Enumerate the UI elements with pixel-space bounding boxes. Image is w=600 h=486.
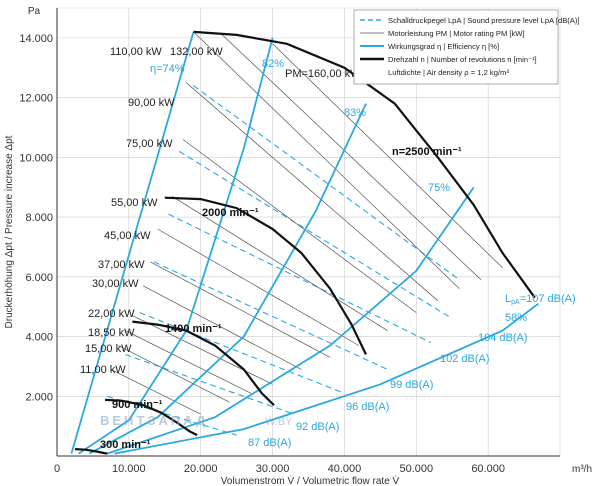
y-tick-label: 6.000 [25,272,53,284]
y-axis-title: Druckerhöhung Δpt / Pressure increase Δp… [4,135,15,328]
motor-power-line [110,369,201,415]
grid-layer [56,7,561,456]
speed-curve [164,196,367,355]
sound-level-line [153,261,388,370]
motor-power-label: 132,00 kW [170,46,223,58]
motor-power-line [132,315,273,385]
motor-power-label: 75,00 kW [126,138,173,150]
x-axis-title: Volumenstrom V̇ / Volumetric flow rate V… [221,474,400,486]
y-tick-label: 4.000 [25,332,53,344]
y-tick-label: 8.000 [25,212,53,224]
efficiency-line [70,31,195,454]
motor-power-label: 45,00 kW [104,230,151,242]
sound-level-line [193,85,460,281]
motor-power-label: 22,00 kW [88,308,135,320]
motor-power-line [182,139,417,313]
axes: 0 10.000 20.000 30.000 40.000 50.000 60.000 m³/… [4,6,592,486]
sound-level-label: LpA=107 dB(A) [505,293,576,306]
watermark-url: W.BY [265,416,293,428]
legend-box [353,9,559,85]
x-tick-label: 10.000 [112,463,146,475]
watermark: ВЕНТЗАПАД [100,413,208,428]
sound-level-line [168,213,431,343]
motor-power-label: 18,50 kW [88,327,135,339]
legend-item-label: Wirkungsgrad η | Efficiency η [%] [388,42,499,51]
legend: Schalldruckpegel LpA | Sound pressure le… [353,9,580,85]
x-tick-label: 20.000 [184,463,218,475]
sound-level-line [139,312,345,394]
sound-level-line [178,150,453,320]
motor-power-label: 55,00 kW [111,197,158,209]
x-tick-label: 30.000 [256,463,290,475]
speed-curve [193,30,536,299]
motor-power-line [186,82,439,301]
legend-item-label: Luftdichte | Air density ρ = 1,2 kg/m³ [388,68,509,77]
efficiency-line [107,186,475,455]
speed-curve-label: 300 min⁻¹ [100,439,151,451]
speed-curve [105,398,198,437]
motor-power-label: 30,00 kW [92,278,139,290]
efficiency-label: 75% [428,182,450,194]
motor-power-line [150,261,331,358]
efficiency-line [114,302,539,455]
sound-level-label: 102 dB(A) [440,353,490,365]
speed-curve-label: 1400 min⁻¹ [165,323,222,335]
speed-curve [74,448,108,455]
sound-level-label: 96 dB(A) [346,401,389,413]
motor-power-label: PM=160,00 kW [285,68,361,80]
speed-curve-label: 900 min⁻¹ [112,399,163,411]
efficiency-label: 58% [505,312,527,324]
y-tick-label: 10.000 [19,152,53,164]
legend-item-label: Drehzahl n | Number of revolutions n [mi… [388,55,537,64]
motor-power-label: 11,00 kW [80,364,126,376]
motor-power-line [117,345,230,403]
y-unit-label: Pa [28,6,41,17]
efficiency-label: 82% [262,58,284,70]
legend-item-label: Motorleistung PM | Motor rating PM [kW] [388,29,525,38]
motor-power-label: 15,00 kW [85,343,132,355]
legend-item-label: Schalldruckpegel LpA | Sound pressure le… [388,16,580,25]
motor-power-label: 110,00 kW [110,46,162,58]
x-tick-label: 0 [54,463,60,475]
sound-level-label: 87 dB(A) [248,437,291,449]
motor-power-line [157,228,359,346]
y-tick-label: 14.000 [19,33,53,45]
efficiency-line [88,103,367,455]
sound-level-lines [107,85,460,436]
efficiency-label: 83% [344,107,366,119]
motor-power-line [143,285,302,370]
x-tick-label: 50.000 [399,463,433,475]
x-tick-label: 40.000 [328,463,362,475]
motor-power-line [125,330,252,394]
sound-level-label: 92 dB(A) [296,421,339,433]
speed-curve [132,320,275,406]
sound-level-label: 99 dB(A) [390,379,433,391]
motor-power-line [171,195,388,331]
y-tick-label: 12.000 [19,93,53,105]
speed-curves [74,30,536,455]
motor-power-label: 90,00 kW [128,97,175,109]
speed-curve-label: 2000 min⁻¹ [202,207,259,219]
motor-power-line [272,43,503,269]
efficiency-label: η=74% [150,63,185,75]
curve-labels: 110,00 kW 132,00 kW PM=160,00 kW 90,00 kW 75… [80,46,576,451]
speed-curve-label: n=2500 min⁻¹ [392,146,462,158]
x-unit-label: m³/h [572,464,592,475]
sound-level-label: 104 dB(A) [478,332,528,344]
motor-power-label: 37,00 kW [98,259,145,271]
motor-power-line [193,31,460,289]
y-tick-label: 2.000 [25,391,53,403]
x-tick-label: 60.000 [471,463,505,475]
